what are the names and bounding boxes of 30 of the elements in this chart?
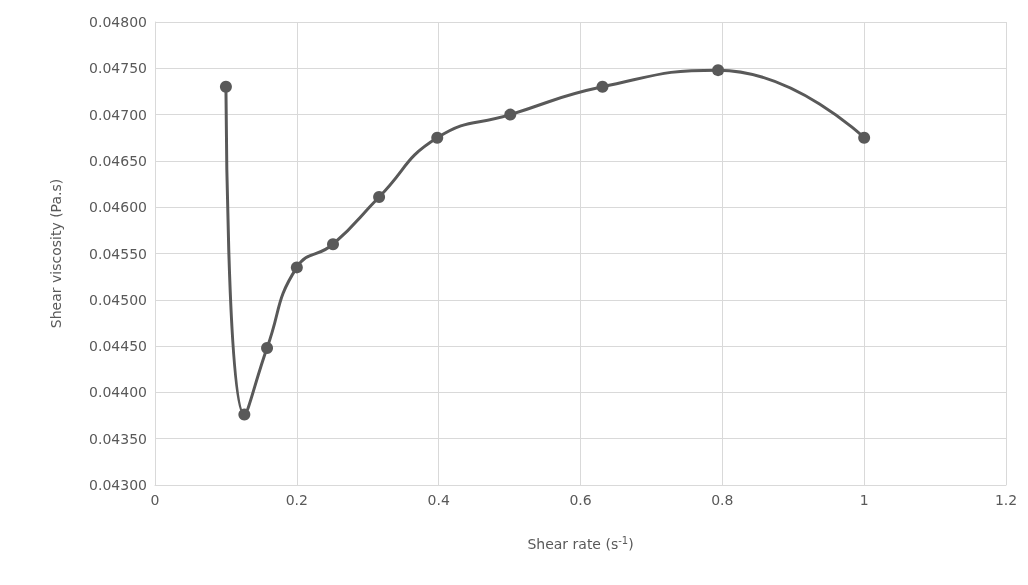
y-axis-title: Shear viscosity (Pa.s) [48,178,64,329]
x-tick-label: 1.2 [994,492,1018,508]
x-tick-label: 0 [150,492,160,508]
point [219,80,232,93]
point [431,131,444,144]
x-tick-label: 0.2 [285,492,308,508]
point [290,261,303,274]
x-tick-label: 1 [859,492,869,508]
y-tick-label: 0.04600 [89,199,147,216]
point [373,191,386,204]
y-tick-label: 0.04750 [89,60,147,77]
y-tick-label: 0.04350 [89,430,147,447]
y-tick-label: 0.04550 [89,245,147,262]
y-tick-label: 0.04400 [89,384,147,401]
point [504,108,517,121]
point [712,64,725,77]
y-tick-label: 0.04300 [89,477,147,493]
x-tick-label: 0.4 [427,492,450,508]
point [238,408,251,421]
x-tick-label: 0.6 [569,492,592,508]
y-tick-label: 0.04650 [89,152,147,169]
point [596,80,609,93]
point [261,341,274,354]
y-tick-label: 0.04450 [89,338,147,355]
point [858,131,871,144]
y-tick-label: 0.04700 [89,106,147,123]
point [327,238,339,251]
y-tick-label: 0.04500 [89,291,147,308]
y-tick-label: 0.04800 [89,14,147,30]
x-tick-label: 0.8 [711,492,734,508]
